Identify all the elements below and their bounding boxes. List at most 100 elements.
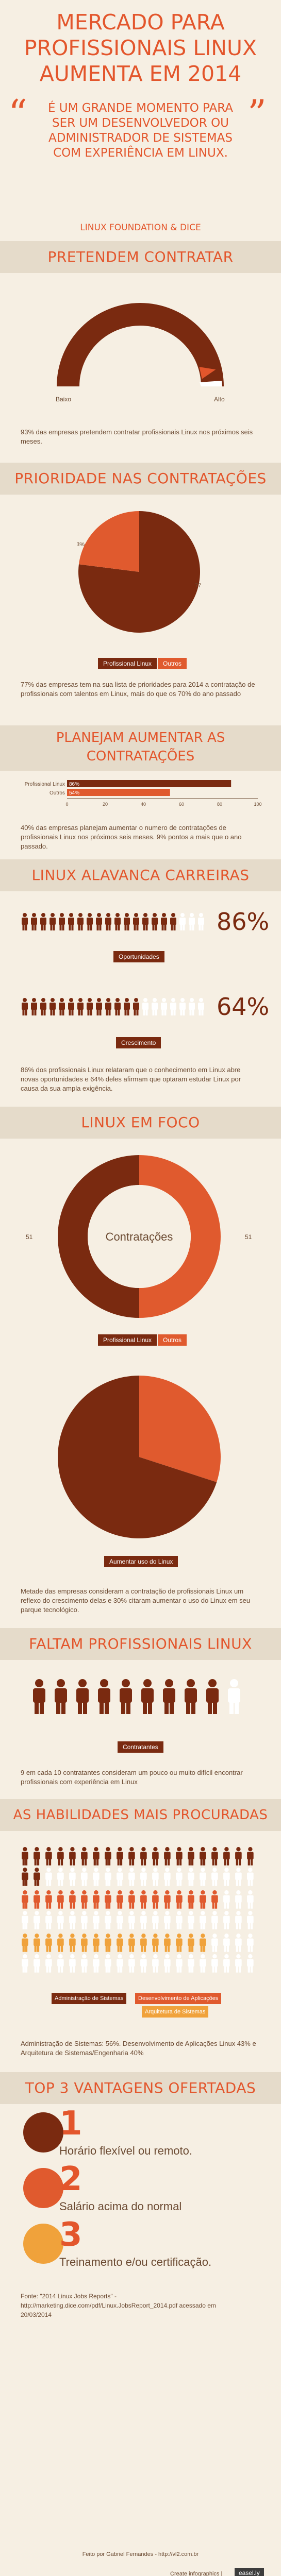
person-icon bbox=[105, 1934, 111, 1952]
person-icon bbox=[22, 1890, 28, 1909]
person-icon bbox=[128, 1847, 135, 1866]
donut-slice bbox=[139, 1155, 221, 1318]
legend-arch: Arquitetura de Sistemas bbox=[142, 2006, 209, 2018]
legend-linux: Profissional Linux bbox=[98, 1334, 157, 1346]
person-icon bbox=[189, 998, 195, 1015]
person-icon bbox=[105, 1954, 111, 1973]
person-icon bbox=[170, 913, 176, 930]
section-band bbox=[0, 2072, 281, 2104]
person-icon bbox=[34, 1890, 40, 1909]
person-icon bbox=[133, 998, 139, 1015]
person-icon bbox=[223, 1954, 230, 1973]
opportunities-label: Oportunidades bbox=[113, 951, 164, 962]
circle-icon bbox=[23, 2224, 63, 2264]
person-icon bbox=[152, 1890, 159, 1909]
gauge-chart bbox=[57, 303, 224, 386]
person-icon bbox=[140, 1954, 147, 1973]
legend-dev: Desenvolvimento de Aplicações bbox=[135, 1993, 222, 2004]
person-icon bbox=[170, 998, 176, 1015]
person-icon bbox=[33, 1679, 45, 1714]
person-icon bbox=[140, 1890, 147, 1909]
person-icon bbox=[188, 1890, 194, 1909]
person-icon bbox=[200, 1868, 206, 1886]
focus-donut-chart bbox=[58, 1155, 221, 1318]
person-icon bbox=[22, 1868, 28, 1886]
person-icon bbox=[198, 998, 204, 1015]
priority-pie: 77% 23% bbox=[77, 511, 201, 633]
person-icon bbox=[34, 1868, 40, 1886]
legend-aumentar: Aumentar uso do Linux bbox=[104, 1556, 178, 1567]
easelly-logo[interactable]: easel.ly bbox=[235, 2568, 264, 2576]
gauge-low-label: Baixo bbox=[56, 396, 72, 403]
person-icon bbox=[176, 1847, 183, 1866]
legend-outros: Outros bbox=[158, 1334, 187, 1346]
donut-slice bbox=[58, 1155, 139, 1318]
person-icon bbox=[152, 1911, 159, 1929]
page-title: MERCADO PARA PROFISSIONAIS LINUX AUMENTA… bbox=[24, 10, 257, 86]
person-icon bbox=[179, 913, 186, 930]
person-icon bbox=[164, 1847, 171, 1866]
bar-value: 54% bbox=[69, 790, 79, 796]
person-icon bbox=[152, 913, 158, 930]
section-title: LINUX ALAVANCA CARREIRAS bbox=[31, 867, 250, 884]
person-icon bbox=[247, 1934, 254, 1952]
bar bbox=[67, 780, 232, 787]
slice-label: 77% bbox=[195, 583, 201, 589]
person-icon bbox=[31, 913, 37, 930]
contractors-people-chart bbox=[33, 1679, 240, 1714]
donut-center-label: Contratações bbox=[105, 1230, 173, 1243]
tick-label: 60 bbox=[179, 802, 184, 807]
person-icon bbox=[247, 1868, 254, 1886]
person-icon bbox=[128, 1954, 135, 1973]
contractors-label: Contratantes bbox=[118, 1741, 163, 1753]
person-icon bbox=[211, 1934, 218, 1952]
section-text: Metade das empresas consideram a contrat… bbox=[21, 1587, 251, 1614]
section-title: PRIORIDADE NAS CONTRATAÇÕES bbox=[14, 470, 267, 487]
person-icon bbox=[117, 1954, 123, 1973]
person-icon bbox=[49, 913, 56, 930]
person-icon bbox=[114, 913, 121, 930]
section-text: Administração de Sistemas: 56%. Desenvol… bbox=[21, 2040, 256, 2057]
person-icon bbox=[114, 998, 121, 1015]
person-icon bbox=[31, 998, 37, 1015]
growth-people-chart bbox=[22, 998, 204, 1015]
person-icon bbox=[223, 1868, 230, 1886]
circle-icon bbox=[23, 2112, 63, 2153]
person-icon bbox=[69, 1847, 76, 1866]
person-icon bbox=[164, 1868, 171, 1886]
tick-label: 80 bbox=[217, 802, 222, 807]
person-icon bbox=[152, 1847, 159, 1866]
person-icon bbox=[96, 913, 102, 930]
person-icon bbox=[211, 1868, 218, 1886]
advantage-text: Treinamento e/ou certificação. bbox=[59, 2256, 212, 2268]
hiring-bar-chart: Profissional Linux 86% Outros 54% 0 20 40 60 80 1… bbox=[25, 780, 262, 807]
person-icon bbox=[57, 1934, 64, 1952]
skills-people-chart bbox=[22, 1847, 254, 1973]
pie-slice bbox=[78, 511, 139, 572]
person-icon bbox=[133, 913, 139, 930]
section-band bbox=[0, 1799, 281, 1831]
person-icon bbox=[179, 998, 186, 1015]
person-icon bbox=[105, 1847, 111, 1866]
tick-label: 100 bbox=[254, 802, 261, 807]
opportunities-percent: 86% bbox=[217, 908, 270, 936]
person-icon bbox=[22, 1911, 28, 1929]
person-icon bbox=[57, 1890, 64, 1909]
person-icon bbox=[45, 1911, 52, 1929]
source-text: Fonte: "2014 Linux Jobs Reports" - http:… bbox=[21, 2293, 216, 2318]
person-icon bbox=[128, 1868, 135, 1886]
person-icon bbox=[105, 1911, 111, 1929]
person-icon bbox=[247, 1911, 254, 1929]
person-icon bbox=[81, 1847, 88, 1866]
person-icon bbox=[235, 1934, 242, 1952]
person-icon bbox=[81, 1954, 88, 1973]
legend-linux: Profissional Linux bbox=[98, 658, 157, 669]
donut-hole bbox=[88, 1185, 191, 1288]
person-icon bbox=[200, 1890, 206, 1909]
section-text: 40% das empresas planejam aumentar o num… bbox=[21, 824, 242, 850]
person-icon bbox=[34, 1934, 40, 1952]
person-icon bbox=[59, 998, 65, 1015]
person-icon bbox=[93, 1934, 100, 1952]
person-icon bbox=[105, 998, 111, 1015]
person-icon bbox=[93, 1911, 100, 1929]
